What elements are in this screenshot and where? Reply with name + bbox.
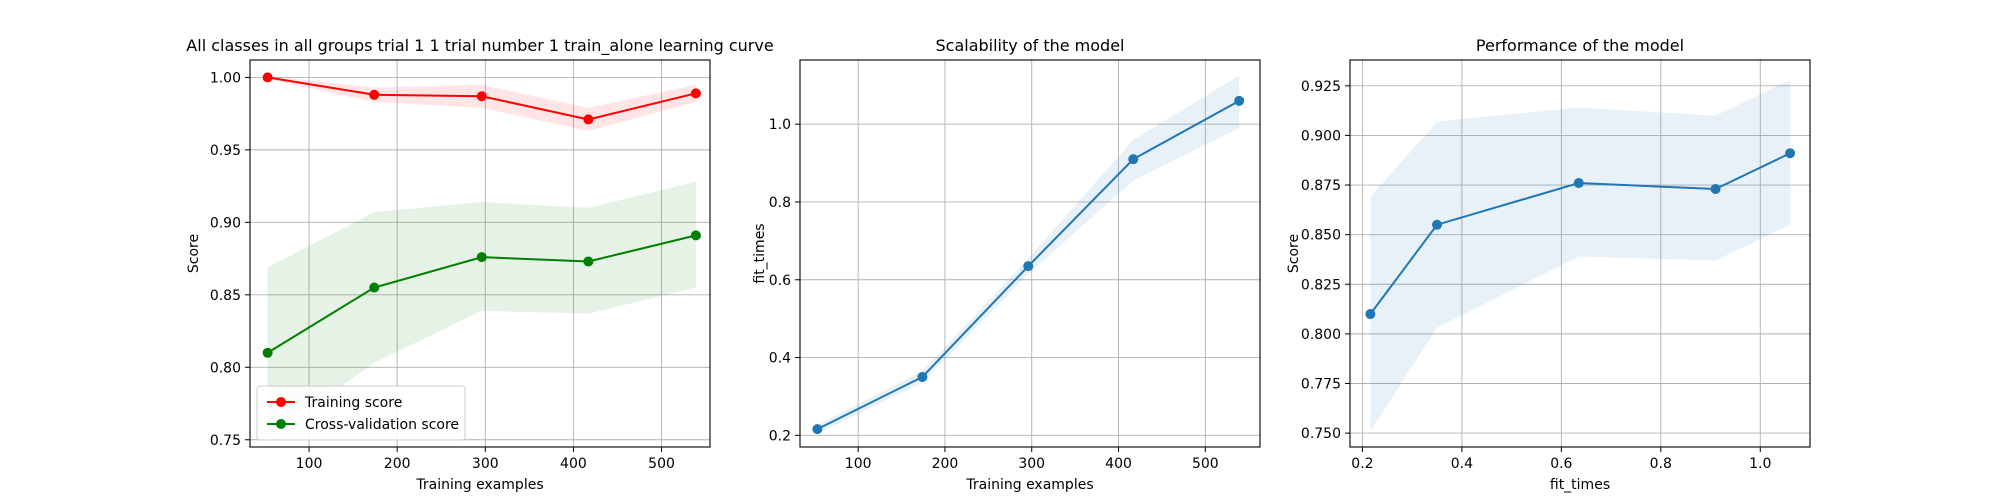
x-tick-label: 300 [1018,456,1045,472]
x-tick-label: 200 [384,456,411,472]
y-tick-label: 0.900 [1301,128,1341,144]
y-tick-label: 0.750 [1301,426,1341,442]
x-tick-label: 0.8 [1650,456,1672,472]
confidence-band-1 [1370,79,1791,432]
y-tick-label: 0.850 [1301,228,1341,244]
y-tick-label: 0.75 [210,433,241,449]
data-point [1234,95,1245,106]
y-axis-label: Score [1286,234,1302,273]
y-tick-label: 0.85 [210,288,241,304]
data-point [690,88,701,99]
y-tick-label: 0.925 [1301,79,1341,95]
x-tick-label: 100 [845,456,872,472]
chart-title: Scalability of the model [936,36,1125,55]
legend-marker [276,419,286,429]
x-tick-label: 0.6 [1550,456,1572,472]
y-tick-label: 0.90 [210,215,241,231]
y-tick-label: 0.775 [1301,376,1341,392]
plot-frame [249,59,711,448]
y-tick-label: 1.0 [769,117,791,133]
data-point [1128,154,1139,165]
confidence-band-2 [267,181,696,439]
chart-title: Performance of the model [1476,36,1684,55]
x-tick-label: 300 [472,456,499,472]
data-point [1710,184,1721,194]
data-point [1432,219,1443,230]
y-tick-label: 0.4 [769,351,791,367]
data-point [262,347,273,358]
data-point [1365,309,1376,320]
data-point [917,371,928,382]
y-tick-label: 0.875 [1301,178,1341,194]
data-point [476,91,487,102]
y-tick-label: 0.80 [210,360,241,376]
data-point [812,424,823,435]
x-tick-label: 0.4 [1451,456,1473,472]
data-point [1023,261,1034,272]
y-tick-label: 0.800 [1301,327,1341,343]
y-tick-label: 0.825 [1301,277,1341,293]
legend-marker [276,397,286,407]
x-tick-label: 500 [648,456,675,472]
y-axis-label: Score [186,234,202,273]
data-point [690,230,701,241]
data-point [369,89,380,100]
x-tick-label: 500 [1192,456,1219,472]
legend-label: Cross-validation score [305,417,459,433]
x-axis-label: Training examples [965,477,1093,493]
legend-label: Training score [304,395,402,411]
y-axis-label: fit_times [752,223,768,283]
y-tick-label: 0.95 [210,143,241,159]
data-point [369,282,380,293]
chart-panel-1: 100 200 300 400 500 0.75 0.80 0.85 0.90 0.95 1.00 A… [186,36,774,493]
x-tick-label: 100 [296,456,323,472]
y-tick-label: 0.8 [769,195,791,211]
plot-frame [1349,59,1811,448]
y-tick-label: 0.2 [769,428,791,444]
data-point [1785,148,1796,159]
x-axis-label: fit_times [1550,477,1610,493]
confidence-band-1 [817,75,1240,434]
x-tick-label: 400 [560,456,587,472]
y-tick-label: 0.6 [769,273,791,289]
y-tick-label: 1.00 [210,70,241,86]
legend: Training score Cross-validation score [256,385,466,441]
x-tick-label: 1.0 [1749,456,1771,472]
data-point [583,256,594,267]
legend-box [256,385,466,441]
data-point [1573,178,1584,189]
chart-title: All classes in all groups trial 1 1 tria… [186,36,773,56]
x-tick-label: 0.2 [1351,456,1373,472]
chart-panel-2: 100 200 300 400 500 0.2 0.4 0.6 0.8 1.0 Scalabilit… [752,36,1261,493]
x-tick-label: 200 [932,456,959,472]
data-point [476,252,487,263]
chart-panel-3: 0.2 0.4 0.6 0.8 1.0 0.750 0.775 0.800 0.825 0.850… [1286,36,1811,493]
x-axis-label: Training examples [415,477,543,493]
data-point [262,72,273,83]
data-point [583,114,594,125]
plot-frame [799,59,1261,448]
x-tick-label: 400 [1105,456,1132,472]
